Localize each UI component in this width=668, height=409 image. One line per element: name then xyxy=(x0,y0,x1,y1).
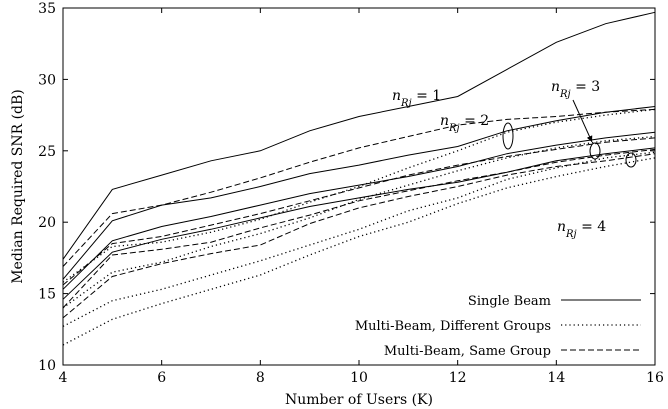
series-dashed-nrj-4 xyxy=(62,153,656,319)
x-tick-label: 12 xyxy=(449,370,467,386)
annotation-nrj-4: nRj = 4 xyxy=(557,219,606,240)
ticks-layer: 4 6 8 10 12 14 16 10 15 20 25 30 35 xyxy=(38,1,664,386)
annotations: nRj = 1 nRj = 2 nRj = 3 nRj = 4 xyxy=(392,79,606,240)
x-tick-label: 8 xyxy=(256,370,265,386)
annotation-nrj-2: nRj = 2 xyxy=(440,113,489,134)
annotation-ellipse-nrj-2 xyxy=(502,122,514,150)
series-dashed-nrj-1 xyxy=(62,108,656,267)
series-dashed-nrj-3 xyxy=(62,148,656,309)
y-tick-label: 35 xyxy=(38,1,56,17)
series-dashed-nrj-2 xyxy=(62,137,656,286)
series-solid-nrj-4 xyxy=(62,147,656,300)
annotation-ellipse-nrj-3 xyxy=(589,142,601,160)
series-layer xyxy=(62,11,656,346)
y-tick-label: 15 xyxy=(38,287,56,303)
series-solid-nrj-1 xyxy=(62,11,656,260)
x-tick-label: 14 xyxy=(547,370,565,386)
legend: Single Beam Multi-Beam, Different Groups… xyxy=(355,294,641,359)
x-tick-label: 16 xyxy=(646,370,664,386)
x-tick-label: 4 xyxy=(59,370,68,386)
legend-label-multi-beam-different-groups: Multi-Beam, Different Groups xyxy=(355,319,551,334)
y-axis-label: Median Required SNR (dB) xyxy=(10,89,26,284)
legend-label-multi-beam-same-group: Multi-Beam, Same Group xyxy=(384,344,551,359)
x-tick-label: 6 xyxy=(157,370,166,386)
x-tick-label: 10 xyxy=(350,370,368,386)
y-tick-label: 20 xyxy=(38,215,56,231)
y-tick-label: 25 xyxy=(38,144,56,160)
y-tick-label: 10 xyxy=(38,358,56,374)
annotation-nrj-1: nRj = 1 xyxy=(392,88,441,109)
annotation-nrj-3: nRj = 3 xyxy=(551,79,600,100)
series-dotted-nrj-4 xyxy=(62,157,656,346)
annotation-ellipse-nrj-4 xyxy=(625,152,637,168)
legend-label-single-beam: Single Beam xyxy=(468,294,551,309)
y-tick-label: 30 xyxy=(38,72,56,88)
annotation-arrow xyxy=(572,99,593,143)
x-axis-label: Number of Users (K) xyxy=(285,392,433,408)
series-dotted-nrj-1 xyxy=(62,108,656,283)
series-solid-nrj-3 xyxy=(62,131,656,290)
annotation-shapes xyxy=(502,99,637,168)
